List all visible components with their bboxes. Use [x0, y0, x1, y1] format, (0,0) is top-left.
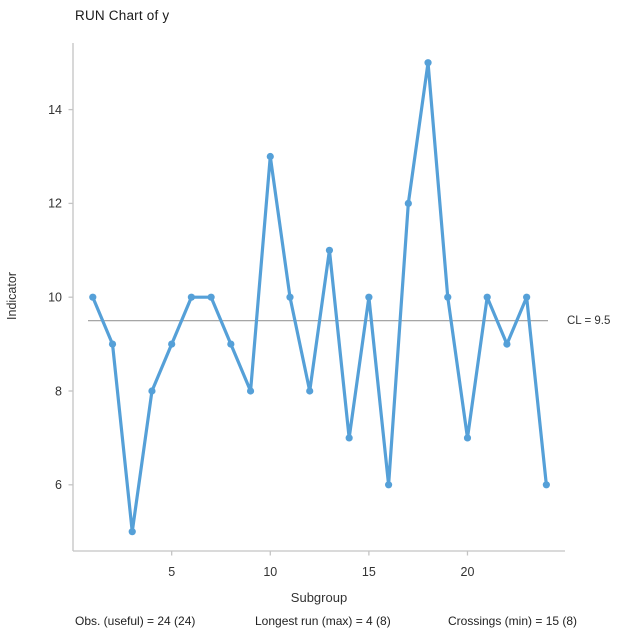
chart-title: RUN Chart of y: [75, 8, 170, 23]
data-point: [463, 434, 472, 442]
y-tick-label: 12: [48, 197, 62, 211]
y-tick-label: 8: [55, 384, 62, 398]
data-point: [483, 293, 491, 301]
data-point: [385, 481, 393, 489]
data-point: [503, 340, 511, 348]
data-point: [246, 387, 255, 395]
data-point: [207, 293, 215, 301]
stat-crossings: Crossings (min) = 15 (8): [448, 614, 578, 628]
series-line: [91, 61, 548, 534]
stat-observations: Obs. (useful) = 24 (24): [75, 614, 196, 628]
data-point: [89, 293, 97, 301]
data-point: [345, 434, 353, 442]
data-point: [404, 199, 412, 207]
stat-longest-run: Longest run (max) = 4 (8): [255, 614, 391, 628]
y-tick-label: 10: [48, 291, 62, 305]
data-point: [306, 387, 314, 395]
data-point: [108, 340, 117, 348]
y-tick-label: 6: [55, 478, 62, 492]
y-tick-label: 14: [48, 103, 62, 117]
data-point: [266, 152, 274, 161]
data-point: [128, 528, 136, 536]
x-tick-label: 20: [461, 565, 475, 579]
data-point: [365, 293, 373, 301]
data-point: [325, 246, 334, 254]
data-point: [523, 293, 531, 301]
data-point: [444, 293, 452, 301]
data-point: [424, 59, 432, 67]
data-point: [148, 387, 156, 395]
data-point: [286, 293, 294, 301]
x-tick-label: 5: [168, 565, 175, 579]
data-point: [187, 293, 195, 301]
center-line-label: CL = 9.5: [567, 315, 611, 327]
x-tick-label: 15: [362, 565, 376, 579]
data-point: [168, 340, 176, 348]
x-axis-label: Subgroup: [290, 590, 348, 605]
data-point: [542, 481, 550, 489]
data-point: [227, 340, 235, 348]
x-tick-label: 10: [263, 565, 277, 579]
